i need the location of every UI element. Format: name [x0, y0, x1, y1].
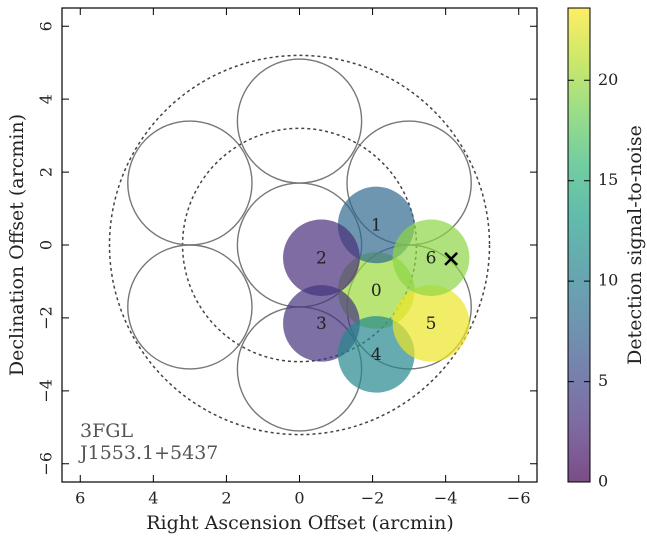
beam-label: 5 [426, 314, 437, 334]
x-tick-label: −2 [361, 489, 385, 508]
pointing-circle [127, 120, 253, 246]
beam-circle [392, 219, 470, 297]
x-tick-label: −4 [434, 489, 458, 508]
y-tick-label: 0 [37, 240, 56, 250]
colorbar-tick-label: 15 [598, 170, 618, 189]
pointing-circle [236, 58, 363, 184]
colorbar-tick-label: 20 [598, 70, 618, 89]
y-tick-label: −6 [37, 452, 56, 476]
y-axis-label: Declination Offset (arcmin) [6, 114, 28, 376]
beam-label: 0 [371, 281, 382, 301]
y-tick-label: 4 [37, 94, 56, 104]
fov-ring [108, 54, 491, 436]
colorbar [567, 7, 591, 483]
annotation: J1553.1+5437 [78, 442, 218, 464]
beam-label: 2 [316, 248, 327, 268]
pointing-circle [127, 244, 253, 370]
colorbar-tick-label: 5 [598, 371, 608, 390]
beam-label: 1 [371, 215, 382, 235]
source-marker [444, 251, 459, 266]
beam-label: 6 [426, 248, 437, 268]
x-tick-label: 2 [221, 489, 231, 508]
beam-circle [283, 219, 360, 297]
x-tick-label: 4 [148, 489, 158, 508]
x-axis-label: Right Ascension Offset (arcmin) [146, 512, 454, 534]
x-tick-label: −6 [507, 489, 531, 508]
beam-label: 4 [371, 345, 382, 365]
beam-label: 3 [316, 314, 327, 334]
y-tick-label: 6 [37, 21, 56, 31]
colorbar-tick-label: 10 [598, 271, 618, 290]
y-tick-label: −4 [37, 379, 56, 403]
annotation: 3FGL [80, 420, 133, 442]
x-tick-label: 0 [294, 489, 304, 508]
x-tick-label: 6 [75, 489, 85, 508]
colorbar-tick-label: 0 [598, 472, 608, 491]
beam-circle [392, 285, 470, 362]
y-tick-label: −2 [37, 306, 56, 330]
y-tick-label: 2 [37, 167, 56, 177]
colorbar-label: Detection signal-to-noise [624, 125, 646, 365]
